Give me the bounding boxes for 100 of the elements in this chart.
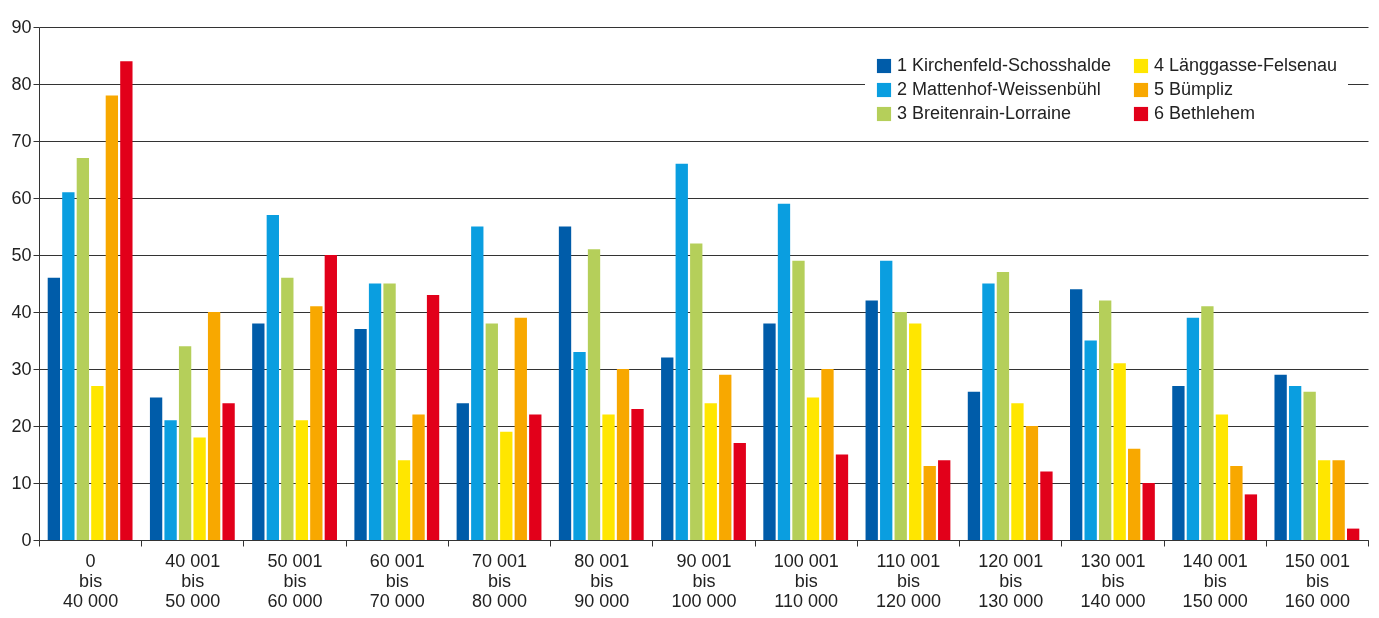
bar (631, 408, 644, 540)
bar (324, 255, 337, 540)
bar (456, 403, 469, 540)
bar (602, 414, 615, 540)
bar (383, 283, 396, 540)
bar (1288, 386, 1302, 540)
bar (207, 312, 221, 540)
y-tick-label: 80 (11, 73, 32, 94)
bar (719, 374, 732, 540)
bar (529, 414, 542, 540)
bar (763, 323, 776, 540)
x-tick-label: 120 001 bis 130 000 (978, 550, 1044, 611)
y-tick-label: 10 (11, 472, 32, 493)
bar (909, 323, 922, 540)
x-tick-label: 90 001 bis 100 000 (671, 550, 737, 611)
bar (1230, 465, 1243, 540)
bar (120, 61, 133, 540)
bar (1346, 528, 1360, 540)
bar (222, 403, 235, 540)
bar (821, 369, 834, 540)
bar (1084, 340, 1097, 540)
x-tick-label: 150 001 bis 160 000 (1284, 550, 1350, 611)
bar (76, 158, 90, 540)
bar (412, 414, 425, 540)
bar (865, 300, 878, 540)
bar (105, 95, 119, 540)
bar (1011, 403, 1024, 540)
bar (1215, 414, 1229, 540)
bar (91, 386, 104, 540)
bar (1172, 386, 1185, 540)
bar (1113, 363, 1126, 540)
bar (792, 260, 805, 540)
bar (1040, 471, 1053, 540)
bar (806, 397, 820, 540)
legend-label: 3 Breitenrain-Lorraine (897, 103, 1072, 123)
bar (587, 249, 601, 540)
bar (47, 277, 61, 540)
bar (62, 192, 75, 540)
legend-label: 1 Kirchenfeld-Schosshalde (897, 55, 1112, 75)
bar (1070, 289, 1083, 540)
bar (1317, 460, 1331, 540)
bar (835, 454, 849, 540)
bar (616, 369, 630, 540)
bar (193, 437, 206, 540)
bar (178, 346, 192, 540)
bar (1303, 391, 1316, 540)
legend-label: 5 Bümpliz (1154, 79, 1234, 99)
bar (675, 163, 688, 540)
bar (573, 351, 586, 540)
x-tick-label: 40 001 bis 50 000 (165, 550, 221, 611)
bar (982, 283, 995, 540)
bar (500, 431, 513, 540)
y-tick-label: 50 (11, 244, 32, 265)
x-tick-label: 130 001 bis 140 000 (1080, 550, 1146, 611)
x-tick-label: 60 001 bis 70 000 (369, 550, 425, 611)
y-tick-label: 40 (11, 301, 32, 322)
x-tick-label: 110 001 bis 120 000 (875, 550, 941, 611)
legend-label: 4 Länggasse-Felsenau (1154, 55, 1338, 75)
bar (1142, 483, 1155, 540)
x-tick-label: 100 001 bis 110 000 (773, 550, 839, 611)
bar (880, 260, 893, 540)
bar (1186, 317, 1200, 540)
y-tick-label: 20 (11, 415, 32, 436)
bar (295, 420, 308, 540)
y-tick-label: 60 (11, 187, 32, 208)
bar (164, 420, 177, 540)
bar (266, 215, 279, 540)
bar (1332, 460, 1345, 540)
bar (1099, 300, 1112, 540)
x-tick-label: 140 001 bis 150 000 (1182, 550, 1248, 611)
x-tick-label: 80 001 bis 90 000 (574, 550, 630, 611)
bar (1244, 494, 1258, 540)
y-tick-label: 70 (11, 130, 32, 151)
bar (485, 323, 498, 540)
bar (252, 323, 265, 540)
bar (777, 203, 791, 540)
bar (996, 272, 1010, 540)
bar (471, 226, 484, 540)
bar (397, 460, 411, 540)
y-tick-label: 30 (11, 358, 32, 379)
bar (938, 460, 951, 540)
x-tick-label: 0 bis 40 000 (63, 550, 119, 611)
x-tick-label: 70 001 bis 80 000 (472, 550, 528, 611)
legend-label: 2 Mattenhof-Weissenbühl (897, 79, 1101, 99)
bar (1201, 306, 1214, 540)
bar (661, 357, 674, 540)
bar (967, 391, 981, 540)
bar (281, 277, 294, 540)
bar (514, 317, 527, 540)
bar (704, 403, 717, 540)
bar (1274, 374, 1287, 540)
bar (368, 283, 382, 540)
bar (354, 329, 367, 540)
bar (558, 226, 572, 540)
bar (923, 465, 936, 540)
bar (1025, 426, 1039, 540)
bar (310, 306, 323, 540)
bar (149, 397, 163, 540)
bar (1128, 448, 1141, 540)
bar (690, 243, 703, 540)
